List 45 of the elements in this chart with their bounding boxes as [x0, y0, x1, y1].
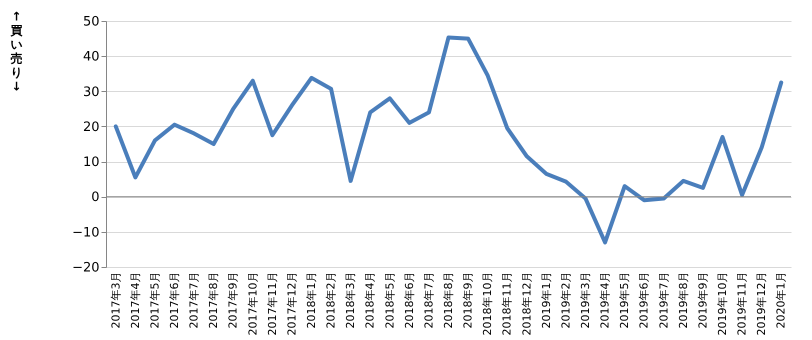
y-tick-label: 0 [91, 190, 100, 206]
x-tick-label: 2018年8月 [442, 272, 455, 328]
y-tick-label: 10 [82, 155, 100, 170]
x-tick-label: 2019年12月 [755, 272, 768, 336]
x-tick-label: 2019年11月 [736, 272, 749, 336]
x-tick-label: 2019年5月 [618, 272, 632, 328]
x-tick-label: 2017年12月 [285, 272, 298, 336]
x-tick-label: 2017年3月 [109, 272, 122, 328]
x-tick-label: 2019年6月 [638, 272, 651, 328]
x-tick-label: 2019年2月 [559, 272, 572, 328]
x-tick-label: 2019年9月 [696, 272, 710, 328]
x-tick-label: 2018年6月 [402, 272, 416, 328]
x-tick-label: 2017年5月 [148, 272, 162, 328]
x-tick-label: 2017年11月 [266, 272, 279, 336]
x-tick-label: 2019年8月 [676, 272, 690, 328]
x-tick-label: 2019年1月 [540, 272, 553, 328]
x-tick-label: 2019年4月 [598, 272, 612, 328]
y-tick-label: 30 [82, 84, 100, 100]
x-tick-label: 2018年5月 [383, 272, 396, 328]
x-tick-label: 2019年10月 [716, 272, 729, 336]
x-tick-label: 2019年3月 [579, 272, 592, 328]
y-axis-title: ↑買い売り↓ [10, 10, 22, 94]
x-tick-label: 2018年11月 [500, 272, 514, 336]
x-tick-label: 2018年7月 [422, 272, 436, 328]
x-tick-label: 2018年1月 [305, 272, 318, 328]
x-tick-label: 2018年10月 [481, 272, 494, 336]
y-tick-label: 40 [82, 50, 100, 65]
y-tick-label: −10 [72, 225, 100, 240]
x-tick-label: 2017年10月 [246, 272, 260, 336]
x-tick-label: 2018年2月 [324, 272, 338, 328]
x-tick-label: 2018年12月 [520, 272, 534, 336]
y-tick-label: 50 [82, 14, 100, 30]
x-tick-label: 2018年9月 [462, 272, 475, 328]
x-tick-label: 2018年3月 [344, 272, 358, 328]
x-tick-label: 2017年9月 [226, 272, 240, 328]
x-tick-label: 2017年6月 [168, 272, 181, 328]
y-tick-label: −20 [72, 260, 100, 276]
x-tick-label: 2017年4月 [128, 272, 142, 328]
x-tick-label: 2018年4月 [364, 272, 377, 328]
x-tick-label: 2017年8月 [207, 272, 220, 328]
line-series [114, 36, 784, 244]
x-tick-label: 2017年7月 [188, 272, 201, 328]
x-tick-label: 2020年1月 [774, 272, 788, 328]
x-tick-label: 2019年7月 [657, 272, 670, 328]
y-tick-label: 20 [82, 120, 100, 135]
